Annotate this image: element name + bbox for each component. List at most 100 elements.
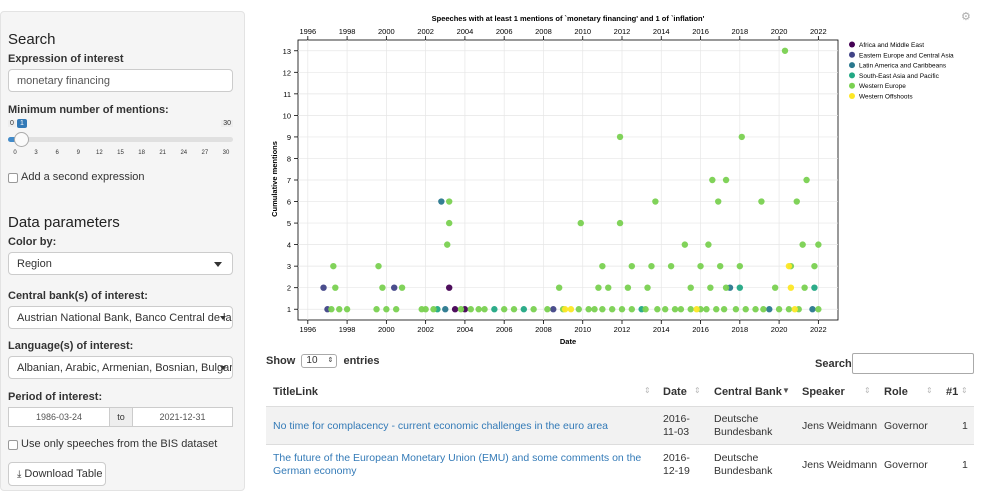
x-tick-label: 2022 xyxy=(810,325,827,334)
data-point xyxy=(785,262,793,270)
second-expression-checkbox[interactable] xyxy=(8,173,18,183)
x-tick-label: 2006 xyxy=(496,325,513,334)
data-point xyxy=(391,284,398,291)
data-point xyxy=(585,306,592,313)
download-table-button[interactable]: ⤓ Download Table xyxy=(8,462,106,486)
col-titlelink[interactable]: TitleLink xyxy=(273,386,319,398)
download-icon: ⤓ xyxy=(17,469,22,480)
col-date[interactable]: Date xyxy=(663,386,687,398)
x-tick-label: 2018 xyxy=(731,325,748,334)
chevron-down-icon xyxy=(220,316,226,320)
data-point xyxy=(430,306,437,313)
data-point xyxy=(599,306,606,313)
y-tick-label: 3 xyxy=(287,262,291,271)
title-link[interactable]: No time for complacency - current econom… xyxy=(273,420,608,432)
sort-icon[interactable]: ⇕ xyxy=(864,386,871,395)
data-point xyxy=(707,284,714,291)
data-point xyxy=(608,306,616,313)
gear-icon[interactable]: ⚙ xyxy=(961,11,971,23)
date-cell: 2016-11-03 xyxy=(663,413,690,438)
count-cell: 1 xyxy=(962,459,968,471)
sort-icon[interactable]: ⇕ xyxy=(961,386,968,395)
data-point xyxy=(330,262,337,270)
data-point xyxy=(438,198,445,205)
x-tick-label-top: 1998 xyxy=(339,27,356,36)
data-point xyxy=(550,306,557,313)
period-to-input[interactable]: 2021-12-31 xyxy=(132,407,233,427)
data-point xyxy=(687,284,694,291)
data-point xyxy=(736,284,744,291)
legend-label: Western Offshoots xyxy=(859,94,913,101)
data-point xyxy=(577,219,584,227)
data-point xyxy=(811,284,818,291)
data-point xyxy=(752,306,759,313)
data-point xyxy=(328,306,335,313)
data-point xyxy=(544,306,551,313)
x-tick-label: 2002 xyxy=(417,325,434,334)
data-point xyxy=(481,306,488,313)
data-point xyxy=(715,198,722,205)
languages-label: Language(s) of interest: xyxy=(8,340,134,352)
data-point xyxy=(451,306,459,313)
data-point xyxy=(713,306,720,313)
data-point xyxy=(732,306,740,313)
data-point xyxy=(766,306,773,313)
chevron-down-icon xyxy=(214,262,222,267)
period-to-label: to xyxy=(110,407,132,427)
data-point xyxy=(520,306,528,313)
legend-marker xyxy=(849,72,855,79)
languages-select[interactable]: Albanian, Arabic, Armenian, Bosnian, Bul… xyxy=(8,356,233,379)
title-link[interactable]: The future of the European Monetary Unio… xyxy=(273,452,642,477)
table-row: The future of the European Monetary Unio… xyxy=(266,444,974,485)
x-tick-label-top: 2002 xyxy=(417,27,434,36)
col-role[interactable]: Role xyxy=(884,386,908,398)
sort-desc-icon[interactable]: ▼ xyxy=(782,386,790,395)
data-point xyxy=(624,284,632,291)
slider-tick-label: 9 xyxy=(76,150,80,156)
sort-icon[interactable]: ⇕ xyxy=(694,386,701,395)
data-point xyxy=(738,133,745,141)
date-cell: 2016-12-19 xyxy=(663,452,690,477)
col-count[interactable]: #1 xyxy=(946,386,959,398)
data-point xyxy=(444,241,451,248)
data-point xyxy=(809,306,816,313)
slider-track[interactable] xyxy=(8,137,233,142)
slider-handle[interactable] xyxy=(14,132,29,147)
data-point xyxy=(703,306,710,313)
data-point xyxy=(373,306,380,313)
slider-tick-label: 21 xyxy=(159,150,167,156)
y-tick-label: 4 xyxy=(287,241,291,250)
sort-icon[interactable]: ⇕ xyxy=(926,386,933,395)
search-heading: Search xyxy=(8,31,56,48)
table-search-input[interactable] xyxy=(852,353,974,374)
sort-icon[interactable]: ⇕ xyxy=(644,386,651,395)
min-mentions-slider[interactable]: 0 1 30 0 3 6 9 12 15 18 21 24 27 30 xyxy=(8,118,233,158)
col-central-bank[interactable]: Central Bank xyxy=(714,386,782,398)
x-tick-label: 2010 xyxy=(574,325,591,334)
data-point xyxy=(616,219,624,227)
data-point xyxy=(697,262,704,270)
data-point xyxy=(722,284,730,291)
data-point xyxy=(457,306,465,313)
period-from-input[interactable]: 1986-03-24 xyxy=(8,407,110,427)
bis-only-checkbox[interactable] xyxy=(8,440,18,450)
data-point xyxy=(716,262,724,270)
col-speaker[interactable]: Speaker xyxy=(802,386,845,398)
data-point xyxy=(705,241,712,248)
x-tick-label: 2020 xyxy=(771,325,788,334)
speaker-cell: Jens Weidmann xyxy=(802,459,878,471)
data-point xyxy=(599,262,606,270)
expression-input[interactable]: monetary financing xyxy=(8,69,233,92)
slider-min-label: 0 xyxy=(8,120,16,127)
data-point xyxy=(446,219,453,227)
x-tick-label: 2000 xyxy=(378,325,395,334)
expression-label: Expression of interest xyxy=(8,53,124,65)
slider-tick-label: 27 xyxy=(201,150,209,156)
data-point xyxy=(815,241,822,248)
data-point xyxy=(760,306,767,313)
color-by-select[interactable]: Region xyxy=(8,252,233,275)
bis-only-label: Use only speeches from the BIS dataset xyxy=(21,438,218,450)
central-bank-value: Austrian National Bank, Banco Central de… xyxy=(17,312,233,324)
central-bank-select[interactable]: Austrian National Bank, Banco Central de… xyxy=(8,306,233,329)
entries-select[interactable]: 10 ⇕ xyxy=(301,354,338,368)
